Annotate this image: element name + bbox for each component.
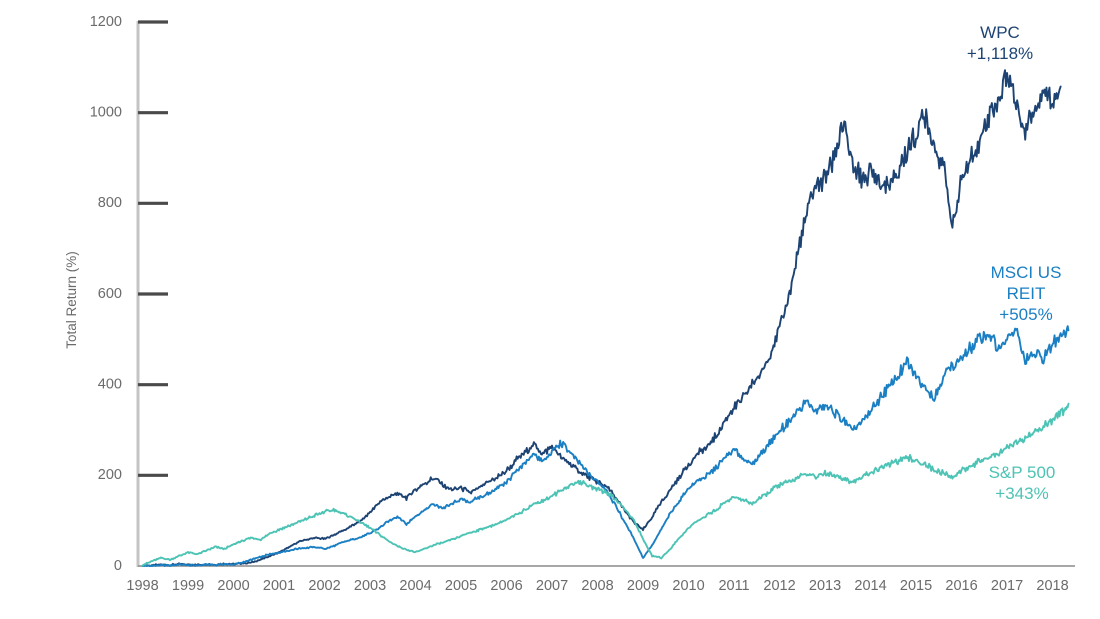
- x-tick-label: 2010: [672, 578, 704, 594]
- wpc-annotation: WPC +1,118%: [967, 23, 1033, 63]
- x-tick-label: 1999: [172, 578, 204, 594]
- y-tick-label: 800: [98, 195, 122, 211]
- x-tick-label: 2001: [263, 578, 295, 594]
- y-tick-label: 600: [98, 286, 122, 302]
- sp500-annotation-line-1: S&P 500: [989, 463, 1056, 482]
- x-tick-label: 2006: [490, 578, 522, 594]
- sp500-annotation: S&P 500 +343%: [989, 463, 1056, 503]
- y-tick-label: 200: [98, 467, 122, 483]
- x-tick-label: 2011: [718, 578, 749, 594]
- x-tick-label: 2015: [900, 578, 932, 594]
- x-tick-label: 2003: [354, 578, 386, 594]
- x-tick-label: 2016: [945, 578, 977, 594]
- x-tick-label: 2013: [809, 578, 841, 594]
- y-tick-label: 1000: [90, 104, 122, 120]
- series-line-s-p-500: [141, 402, 1070, 567]
- x-tick-label: 2017: [991, 578, 1023, 594]
- y-tick-label: 1200: [90, 14, 122, 30]
- series-line-msci-us-reit: [141, 325, 1070, 567]
- y-tick-label: 400: [98, 376, 122, 392]
- y-axis-title: Total Return (%): [64, 251, 79, 349]
- wpc-annotation-line-2: +1,118%: [967, 44, 1033, 63]
- x-tick-label: 2009: [627, 578, 659, 594]
- x-tick-label: 2000: [217, 578, 249, 594]
- x-tick-label: 1998: [126, 578, 158, 594]
- msci-reit-annotation-line-3: +505%: [999, 305, 1052, 324]
- y-tick-label: 0: [114, 558, 122, 574]
- msci-reit-annotation-line-2: REIT: [1007, 284, 1046, 303]
- x-tick-label: 2004: [399, 578, 431, 594]
- x-tick-label: 2018: [1036, 578, 1068, 594]
- x-tick-label: 2012: [763, 578, 795, 594]
- msci-reit-annotation-line-1: MSCI US: [991, 263, 1062, 282]
- x-tick-label: 2005: [445, 578, 477, 594]
- msci-reit-annotation: MSCI US REIT +505%: [991, 263, 1062, 324]
- x-tick-label: 2002: [308, 578, 340, 594]
- x-tick-label: 2008: [581, 578, 613, 594]
- x-tick-label: 2014: [854, 578, 886, 594]
- sp500-annotation-line-2: +343%: [995, 484, 1048, 503]
- wpc-annotation-line-1: WPC: [980, 23, 1020, 42]
- series-line-wpc: [141, 69, 1062, 567]
- x-tick-label: 2007: [536, 578, 568, 594]
